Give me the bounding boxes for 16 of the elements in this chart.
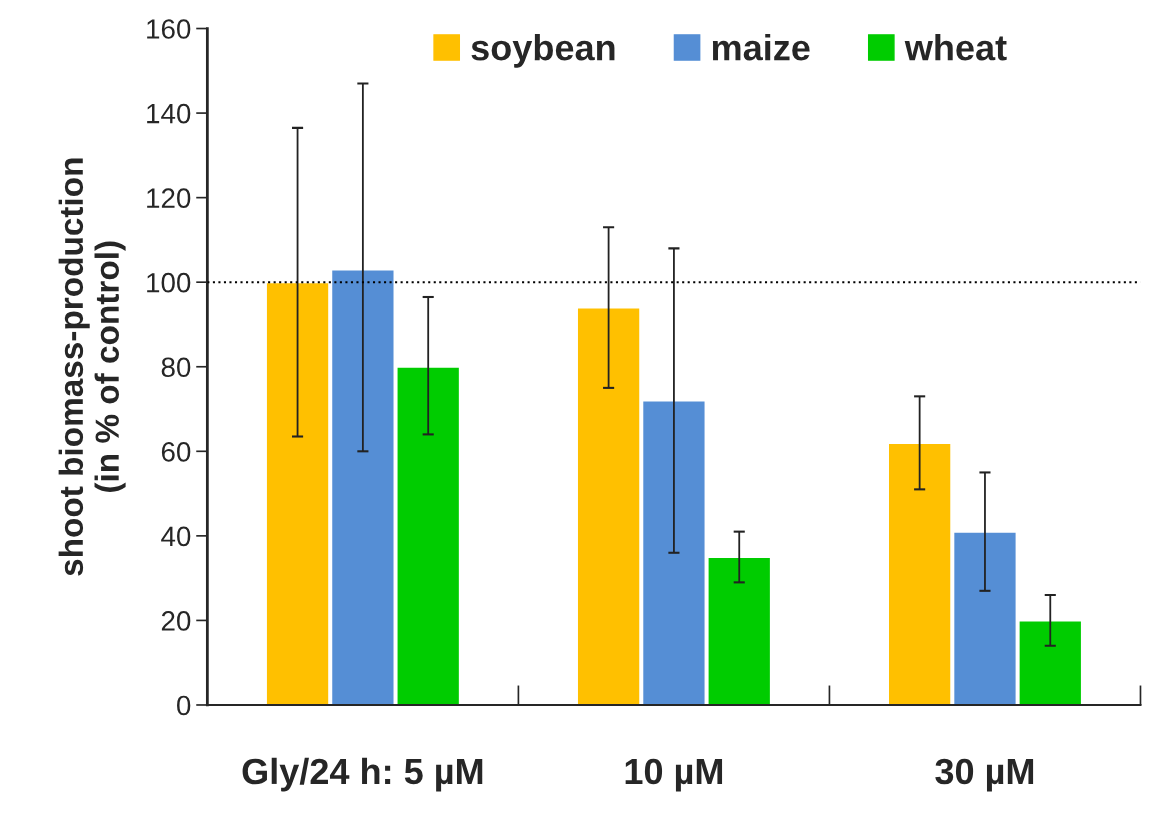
x-tick-label: 10 µM xyxy=(625,758,723,792)
x-tick-label: 30 µM xyxy=(935,758,1034,792)
x-tick-label: Gly/24 h: 5 µM xyxy=(242,757,483,792)
legend-label: soybean xyxy=(471,33,615,68)
y-tick-label: 0 xyxy=(177,695,191,716)
y-tick-label: 120 xyxy=(147,188,191,208)
legend-label: wheat xyxy=(904,33,1007,61)
y-tick-label: 40 xyxy=(161,526,191,547)
y-tick-label: 60 xyxy=(161,441,191,462)
y-tick-label: 20 xyxy=(161,611,191,631)
y-axis-title: shoot biomass-production (in % of control) xyxy=(58,158,126,576)
y-tick-label: 100 xyxy=(147,272,191,293)
legend-label: maize xyxy=(712,33,810,61)
y-tick-label: 80 xyxy=(161,357,191,378)
y-tick-label: 140 xyxy=(147,103,191,124)
y-tick-label: 160 xyxy=(147,19,191,39)
